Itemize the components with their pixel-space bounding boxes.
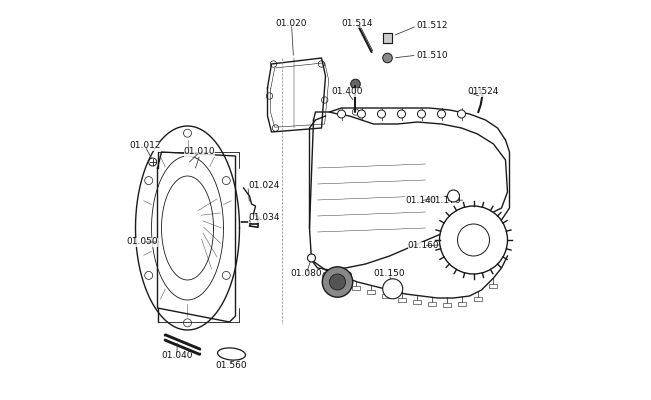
Bar xyxy=(398,298,406,302)
Text: 01.010: 01.010 xyxy=(184,148,215,156)
Bar xyxy=(352,286,360,290)
Circle shape xyxy=(378,110,385,118)
Text: 01.120: 01.120 xyxy=(322,272,353,281)
Text: 01.510: 01.510 xyxy=(417,51,449,60)
Circle shape xyxy=(337,110,346,118)
Circle shape xyxy=(351,79,360,89)
Text: 01.012: 01.012 xyxy=(129,142,160,150)
Bar xyxy=(413,300,421,304)
Text: 01.170: 01.170 xyxy=(430,196,462,205)
Text: 01.512: 01.512 xyxy=(417,22,448,30)
Bar xyxy=(322,275,329,279)
Circle shape xyxy=(322,267,353,297)
Circle shape xyxy=(307,254,316,262)
Bar xyxy=(443,303,451,307)
Text: 01.524: 01.524 xyxy=(467,88,499,96)
Polygon shape xyxy=(309,112,508,270)
Text: 01.034: 01.034 xyxy=(248,214,279,222)
Bar xyxy=(473,297,482,301)
Circle shape xyxy=(357,110,365,118)
Ellipse shape xyxy=(217,348,245,360)
Text: 01.040: 01.040 xyxy=(161,352,193,360)
Circle shape xyxy=(352,109,359,115)
Bar xyxy=(489,284,497,288)
Bar xyxy=(337,280,344,284)
Text: 01.080: 01.080 xyxy=(290,269,322,278)
Circle shape xyxy=(458,110,465,118)
Polygon shape xyxy=(383,33,393,43)
Text: 01.160: 01.160 xyxy=(408,242,439,250)
Text: 01.150: 01.150 xyxy=(374,270,406,278)
Bar xyxy=(458,302,466,306)
Circle shape xyxy=(458,224,490,256)
Text: 01.514: 01.514 xyxy=(342,19,373,28)
Circle shape xyxy=(437,110,445,118)
Text: 01.140: 01.140 xyxy=(405,196,436,205)
Circle shape xyxy=(417,110,426,118)
Circle shape xyxy=(383,279,403,299)
Text: 01.020: 01.020 xyxy=(276,20,307,28)
Bar xyxy=(367,290,375,294)
Text: 01.024: 01.024 xyxy=(248,182,279,190)
Bar xyxy=(428,302,436,306)
Circle shape xyxy=(329,274,346,290)
Text: 01.400: 01.400 xyxy=(332,88,363,96)
Text: 01.050: 01.050 xyxy=(126,238,158,246)
Bar xyxy=(382,294,391,298)
Circle shape xyxy=(447,190,460,202)
Circle shape xyxy=(398,110,406,118)
Text: 01.560: 01.560 xyxy=(215,362,247,370)
Circle shape xyxy=(383,53,393,63)
Circle shape xyxy=(439,206,508,274)
